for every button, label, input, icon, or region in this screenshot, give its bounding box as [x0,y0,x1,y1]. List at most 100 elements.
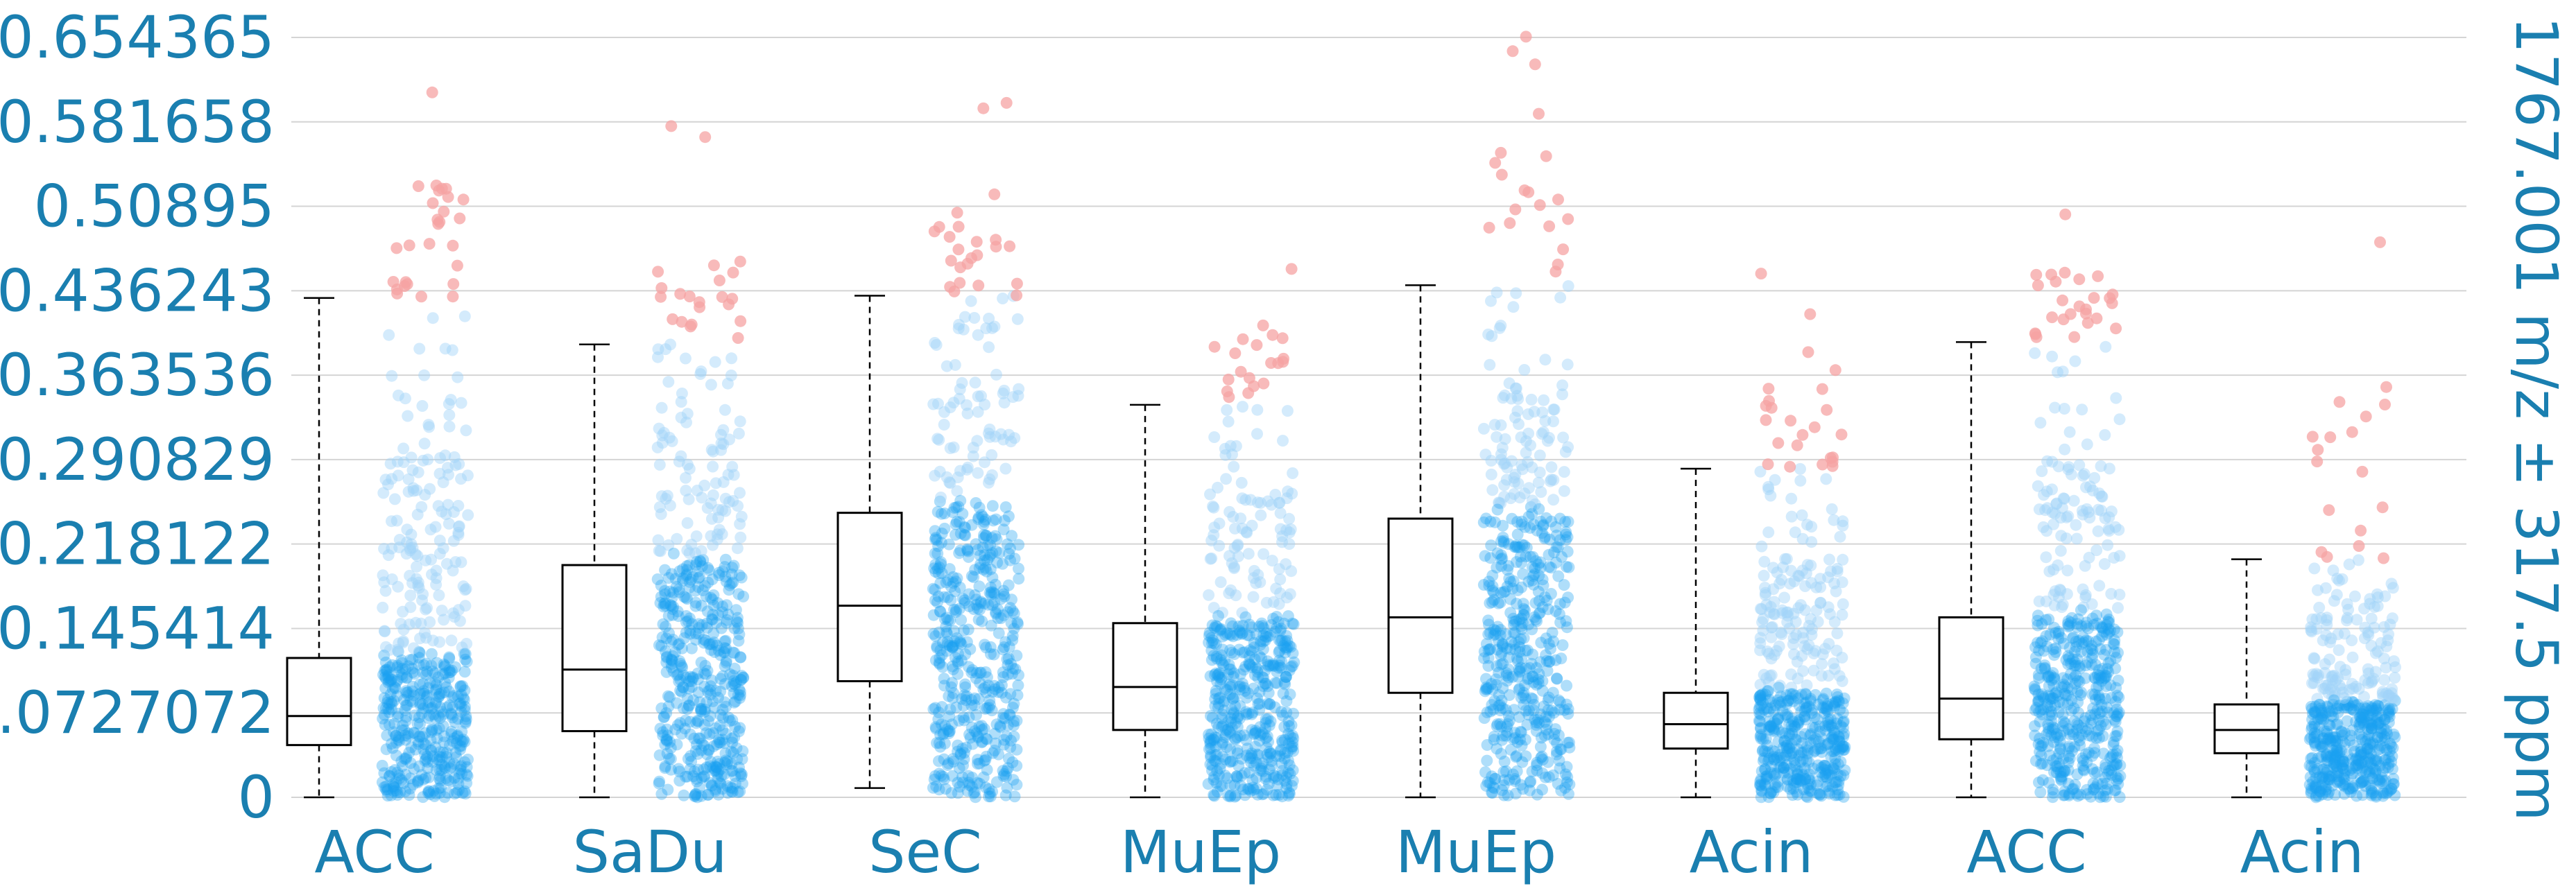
data-point [409,668,421,680]
data-point [949,585,961,598]
data-point [1774,578,1786,590]
data-point [721,614,733,626]
data-point [669,723,682,736]
data-point [382,671,395,684]
data-point [400,753,412,765]
data-point [448,732,461,745]
data-point [1522,618,1535,631]
data-point [714,673,727,685]
data-point [1758,569,1770,582]
data-point [407,689,420,702]
outlier-point [2378,552,2389,564]
data-point [443,672,455,684]
data-point [1208,431,1221,443]
data-point [435,687,447,700]
data-point [397,719,409,731]
data-point [941,645,953,657]
data-point [2067,631,2079,643]
outlier-point [2380,381,2392,393]
data-point [2059,443,2071,456]
data-point [689,559,702,571]
data-point [974,677,986,689]
data-point [385,789,397,801]
data-point [707,599,720,612]
data-point [937,770,950,783]
data-point [664,585,676,598]
outlier-point [1000,96,1013,109]
data-point [433,746,446,758]
data-point [434,701,446,713]
data-point [735,770,748,783]
data-point [694,696,706,709]
data-point [459,584,472,596]
data-point [413,711,425,724]
data-point [702,685,714,697]
outlier-point [426,86,438,98]
data-point [1205,710,1217,722]
data-point [954,383,966,395]
data-point [954,781,966,793]
iqr-box [836,512,903,683]
data-point [452,729,464,742]
outlier-point [387,276,400,288]
data-point [1502,564,1513,576]
data-point [942,574,954,587]
data-point [1495,419,1507,431]
data-point [694,571,706,583]
data-point [434,712,446,725]
data-point [419,727,431,739]
data-point [725,370,737,381]
outlier-point [1802,346,1814,358]
data-point [692,667,704,679]
data-point [734,487,746,499]
data-point [1532,673,1545,686]
data-point [1522,673,1534,686]
data-point [418,659,430,671]
data-point [2332,706,2344,719]
data-point [938,591,950,603]
data-point [735,767,747,779]
data-point [691,775,703,788]
data-point [1012,618,1024,630]
data-point [2032,694,2045,706]
data-point [663,431,676,444]
data-point [1556,388,1568,401]
data-point [689,600,702,612]
data-point [1830,585,1842,598]
data-point [460,713,472,725]
data-point [963,779,976,791]
iqr-box [1663,691,1729,750]
data-point [674,717,687,729]
data-point [1498,490,1511,503]
data-point [970,593,982,606]
data-point [947,692,959,704]
data-point [412,738,424,750]
data-point [652,343,664,356]
outlier-point [1229,347,1242,359]
data-point [979,781,992,794]
data-point [690,772,703,785]
data-point [378,709,390,721]
data-point [671,697,683,709]
data-point [413,582,425,594]
data-point [381,783,394,796]
data-point [655,640,668,652]
data-point [694,555,707,568]
data-point [675,396,687,408]
data-point [943,727,955,739]
data-point [1794,474,1807,487]
data-point [402,689,415,702]
data-point [2352,554,2364,566]
data-point [2040,551,2052,564]
data-point [683,547,696,560]
data-point [721,758,733,770]
outlier-point [2068,331,2081,343]
data-point [728,560,740,572]
outlier-point [1208,340,1221,353]
data-point [391,766,404,779]
outlier-point [1540,150,1552,162]
data-point [2065,616,2077,629]
data-point [706,638,719,650]
data-point [1280,524,1293,537]
data-point [438,736,450,749]
